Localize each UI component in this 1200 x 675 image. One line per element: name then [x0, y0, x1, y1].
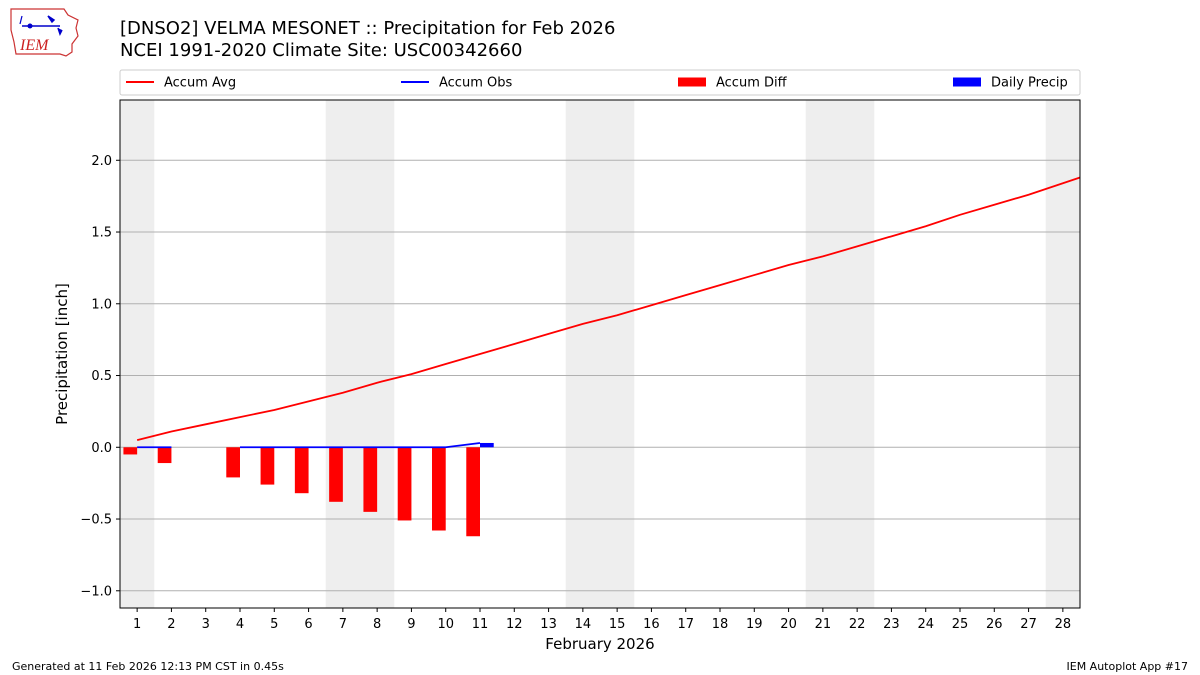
- accum-diff-bar: [397, 447, 412, 521]
- legend-label: Accum Diff: [716, 76, 788, 91]
- y-tick-label: 1.5: [91, 226, 112, 241]
- x-tick-label: 11: [472, 617, 489, 632]
- x-tick-label: 2: [167, 617, 175, 632]
- legend-label: Daily Precip: [991, 76, 1068, 91]
- accum-diff-bar: [123, 447, 138, 455]
- x-tick-label: 8: [373, 617, 381, 632]
- x-tick-label: 17: [677, 617, 694, 632]
- y-tick-label: −0.5: [80, 513, 112, 528]
- generated-note: Generated at 11 Feb 2026 12:13 PM CST in…: [12, 660, 284, 673]
- logo-text: IEM: [19, 37, 50, 54]
- weekend-band: [1045, 100, 1080, 608]
- x-tick-label: 27: [1020, 617, 1037, 632]
- x-tick-label: 10: [437, 617, 454, 632]
- legend-label: Accum Avg: [164, 76, 236, 91]
- daily-precip-bar: [480, 442, 494, 448]
- legend-swatch: [953, 77, 981, 87]
- x-tick-label: 20: [780, 617, 797, 632]
- y-tick-label: 0.5: [91, 369, 112, 384]
- x-tick-label: 9: [407, 617, 415, 632]
- y-tick-label: 2.0: [91, 154, 112, 169]
- x-tick-label: 21: [815, 617, 832, 632]
- x-tick-label: 6: [304, 617, 312, 632]
- accum-obs-line: [240, 442, 481, 449]
- x-tick-label: 22: [849, 617, 866, 632]
- x-tick-label: 15: [609, 617, 626, 632]
- x-tick-label: 13: [540, 617, 557, 632]
- accum-diff-bar: [260, 447, 275, 485]
- x-tick-label: 26: [986, 617, 1003, 632]
- legend-swatch: [678, 77, 706, 87]
- x-axis-ticks: 1 2 3 4 5 6 7 8 9 10 11 12 13 14 15 16 17 18 19 20 21 22 23 24 2…: [133, 608, 1071, 632]
- lines: [136, 176, 1081, 449]
- accum-avg-line: [136, 176, 1081, 441]
- x-tick-label: 23: [883, 617, 900, 632]
- accum-diff-bar: [157, 447, 172, 464]
- y-axis-ticks: −1.0 −0.5 0.0 0.5 1.0 1.5 2.0: [80, 154, 120, 599]
- plot-frame: [119, 99, 1081, 609]
- grid-lines: [120, 159, 1080, 592]
- weekend-band: [805, 100, 875, 608]
- x-tick-label: 28: [1055, 617, 1072, 632]
- accum-diff-bar: [329, 447, 343, 502]
- legend-label: Accum Obs: [439, 76, 512, 91]
- bars: [123, 442, 494, 537]
- accum-diff-bar: [226, 447, 240, 478]
- accum-diff-bar: [294, 447, 309, 494]
- x-tick-label: 12: [506, 617, 523, 632]
- app-credit: IEM Autoplot App #17: [1066, 660, 1189, 673]
- x-tick-label: 4: [236, 617, 244, 632]
- x-tick-label: 3: [202, 617, 210, 632]
- y-tick-label: −1.0: [80, 584, 112, 599]
- x-tick-label: 19: [746, 617, 763, 632]
- x-tick-label: 14: [575, 617, 592, 632]
- accum-diff-bar: [363, 447, 378, 512]
- x-tick-label: 5: [270, 617, 278, 632]
- accum-diff-bar: [432, 447, 446, 531]
- y-axis-label: Precipitation [inch]: [53, 283, 71, 425]
- y-tick-label: 1.0: [91, 297, 112, 312]
- weekend-shading: [120, 100, 1080, 608]
- x-tick-label: 16: [643, 617, 660, 632]
- iem-logo: IEM: [10, 8, 79, 57]
- chart-subtitle: NCEI 1991-2020 Climate Site: USC00342660: [120, 40, 523, 61]
- x-tick-label: 25: [952, 617, 969, 632]
- accum-diff-bar: [466, 447, 480, 537]
- weekend-band: [120, 100, 155, 608]
- x-tick-label: 24: [917, 617, 934, 632]
- weekend-band: [325, 100, 395, 608]
- legend-box: [119, 69, 1081, 96]
- x-axis-label: February 2026: [545, 635, 654, 653]
- x-tick-label: 18: [712, 617, 729, 632]
- chart-title: [DNSO2] VELMA MESONET :: Precipitation f…: [120, 18, 616, 39]
- x-tick-label: 1: [133, 617, 141, 632]
- weekend-band: [565, 100, 635, 608]
- y-tick-label: 0.0: [91, 441, 112, 456]
- x-tick-label: 7: [339, 617, 347, 632]
- legend: Accum Avg Accum Obs Accum Diff Daily Precip: [119, 69, 1081, 96]
